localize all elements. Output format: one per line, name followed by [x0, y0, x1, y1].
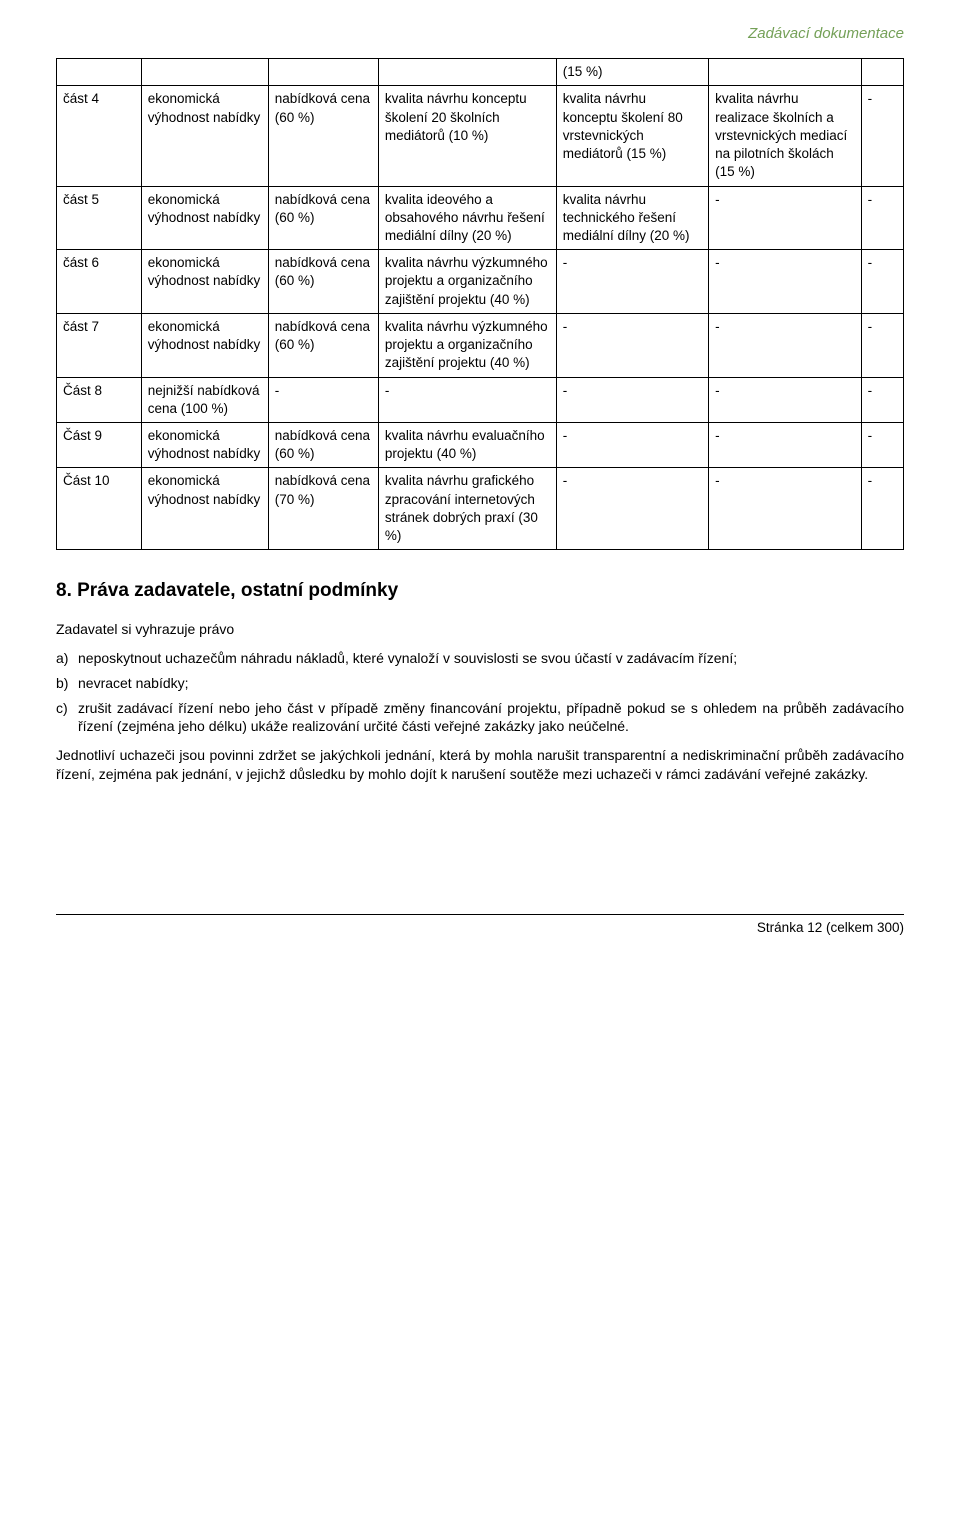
table-row: Část 10ekonomická výhodnost nabídkynabíd… — [57, 468, 904, 550]
table-cell: ekonomická výhodnost nabídky — [141, 468, 268, 550]
table-row: část 5ekonomická výhodnost nabídkynabídk… — [57, 186, 904, 250]
table-row: část 6ekonomická výhodnost nabídkynabídk… — [57, 250, 904, 314]
table-cell: - — [709, 377, 861, 422]
table-cell: nabídková cena (70 %) — [268, 468, 378, 550]
table-cell: kvalita návrhu evaluačního projektu (40 … — [378, 422, 556, 467]
page-footer: Stránka 12 (celkem 300) — [56, 914, 904, 937]
doc-header: Zadávací dokumentace — [56, 24, 904, 44]
table-cell: nabídková cena (60 %) — [268, 422, 378, 467]
list-item: b)nevracet nabídky; — [56, 674, 904, 693]
table-cell: kvalita návrhu výzkumného projektu a org… — [378, 250, 556, 314]
table-cell: Část 9 — [57, 422, 142, 467]
table-cell: ekonomická výhodnost nabídky — [141, 250, 268, 314]
table-cell — [378, 59, 556, 86]
table-cell: kvalita návrhu výzkumného projektu a org… — [378, 313, 556, 377]
table-cell — [268, 59, 378, 86]
table-cell: kvalita návrhu realizace školních a vrst… — [709, 86, 861, 186]
table-cell: kvalita návrhu technického řešení mediál… — [556, 186, 708, 250]
table-cell: - — [268, 377, 378, 422]
section-heading: 8. Práva zadavatele, ostatní podmínky — [56, 578, 904, 604]
table-cell: - — [861, 422, 903, 467]
list-marker: b) — [56, 674, 78, 693]
table-cell: část 7 — [57, 313, 142, 377]
list-text: nevracet nabídky; — [78, 674, 904, 693]
table-cell: - — [709, 313, 861, 377]
table-cell: - — [861, 86, 903, 186]
list-marker: a) — [56, 649, 78, 668]
table-row: část 7ekonomická výhodnost nabídkynabídk… — [57, 313, 904, 377]
table-cell: ekonomická výhodnost nabídky — [141, 86, 268, 186]
table-cell: - — [556, 377, 708, 422]
table-cell: nejnižší nabídková cena (100 %) — [141, 377, 268, 422]
table-cell: - — [556, 422, 708, 467]
table-cell: kvalita návrhu grafického zpracování int… — [378, 468, 556, 550]
list-item: a)neposkytnout uchazečům náhradu nákladů… — [56, 649, 904, 668]
table-cell: - — [861, 377, 903, 422]
table-cell: - — [556, 250, 708, 314]
table-row: Část 8nejnižší nabídková cena (100 %)---… — [57, 377, 904, 422]
table-cell: (15 %) — [556, 59, 708, 86]
table-cell: nabídková cena (60 %) — [268, 313, 378, 377]
criteria-table: (15 %)část 4ekonomická výhodnost nabídky… — [56, 58, 904, 550]
list-text: zrušit zadávací řízení nebo jeho část v … — [78, 699, 904, 737]
table-cell: kvalita návrhu konceptu školení 80 vrste… — [556, 86, 708, 186]
table-cell: - — [709, 422, 861, 467]
list-text: neposkytnout uchazečům náhradu nákladů, … — [78, 649, 904, 668]
table-cell — [141, 59, 268, 86]
list-item: c)zrušit zadávací řízení nebo jeho část … — [56, 699, 904, 737]
rights-list: a)neposkytnout uchazečům náhradu nákladů… — [56, 649, 904, 737]
table-cell: - — [861, 250, 903, 314]
table-cell: - — [709, 186, 861, 250]
table-cell: - — [861, 186, 903, 250]
table-row: část 4ekonomická výhodnost nabídkynabídk… — [57, 86, 904, 186]
table-cell: ekonomická výhodnost nabídky — [141, 422, 268, 467]
table-cell: ekonomická výhodnost nabídky — [141, 186, 268, 250]
list-marker: c) — [56, 699, 78, 737]
table-row: Část 9ekonomická výhodnost nabídkynabídk… — [57, 422, 904, 467]
table-cell — [709, 59, 861, 86]
table-cell: - — [709, 468, 861, 550]
table-row: (15 %) — [57, 59, 904, 86]
table-cell: - — [709, 250, 861, 314]
table-cell: kvalita návrhu konceptu školení 20 školn… — [378, 86, 556, 186]
table-cell: - — [556, 313, 708, 377]
table-cell: kvalita ideového a obsahového návrhu řeš… — [378, 186, 556, 250]
table-cell — [861, 59, 903, 86]
intro-paragraph: Zadavatel si vyhrazuje právo — [56, 620, 904, 639]
table-cell: - — [861, 468, 903, 550]
table-cell: nabídková cena (60 %) — [268, 250, 378, 314]
table-cell — [57, 59, 142, 86]
table-cell: nabídková cena (60 %) — [268, 86, 378, 186]
table-cell: - — [556, 468, 708, 550]
table-cell: část 6 — [57, 250, 142, 314]
table-cell: ekonomická výhodnost nabídky — [141, 313, 268, 377]
table-cell: - — [861, 313, 903, 377]
table-cell: Část 8 — [57, 377, 142, 422]
table-cell: část 4 — [57, 86, 142, 186]
table-cell: část 5 — [57, 186, 142, 250]
table-cell: nabídková cena (60 %) — [268, 186, 378, 250]
table-cell: - — [378, 377, 556, 422]
final-paragraph: Jednotliví uchazeči jsou povinni zdržet … — [56, 746, 904, 784]
table-cell: Část 10 — [57, 468, 142, 550]
